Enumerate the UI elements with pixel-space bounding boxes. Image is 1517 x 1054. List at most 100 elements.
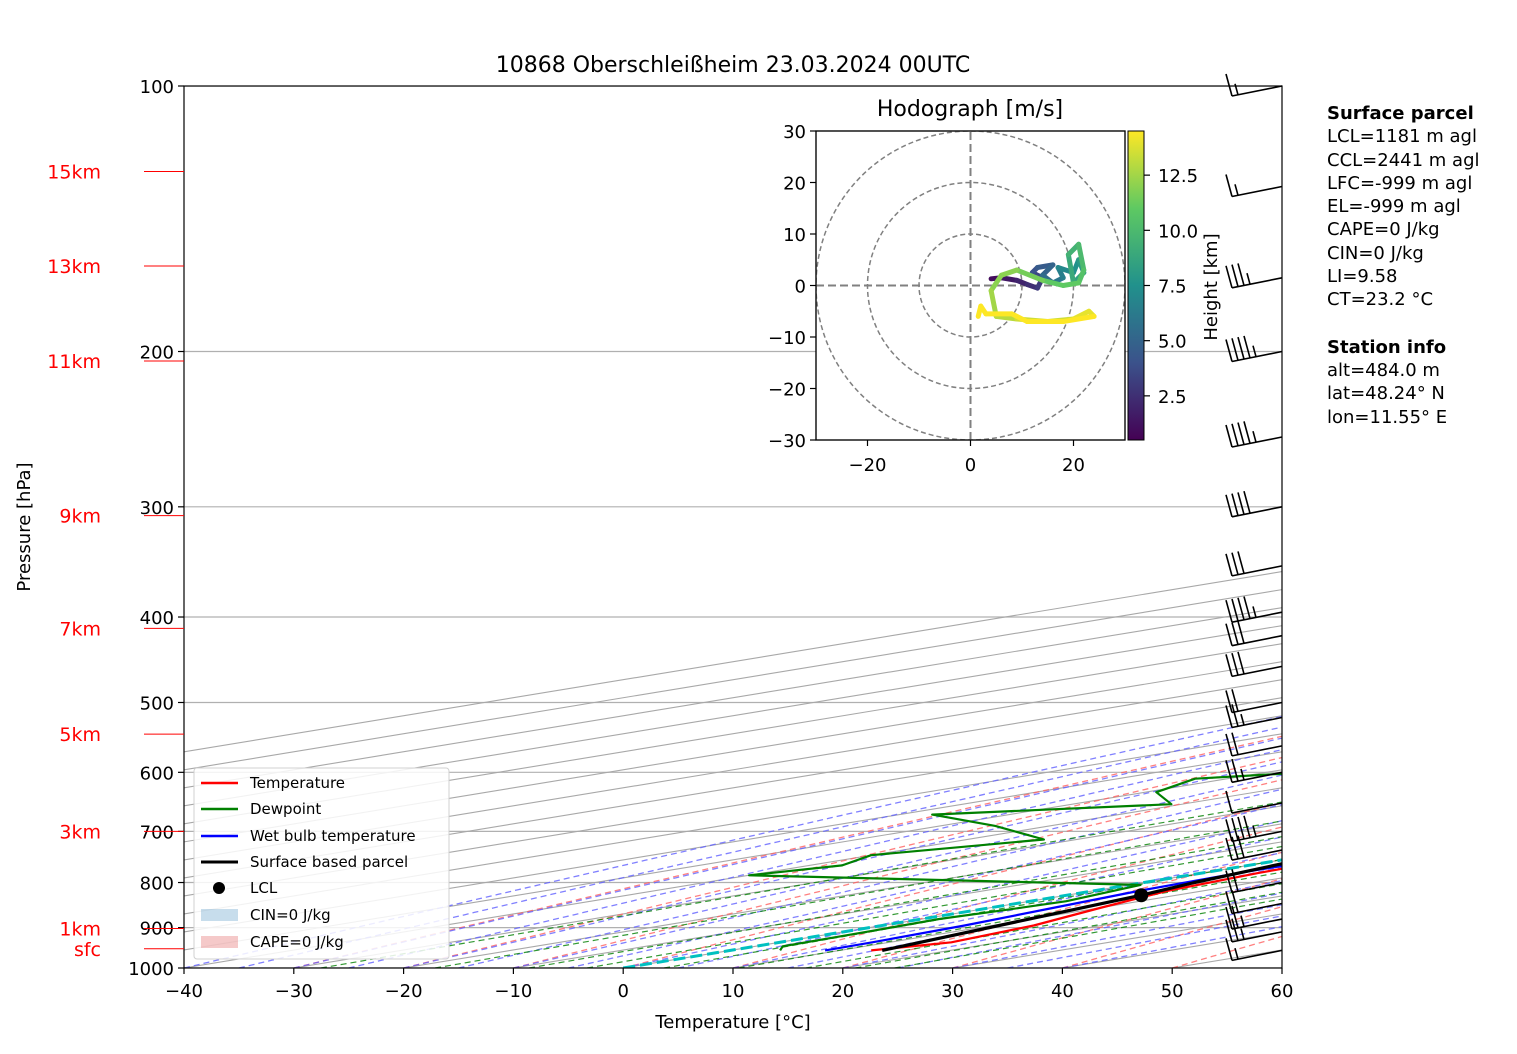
x-tick-label: −20 [385, 981, 423, 1002]
colorbar-tick-label: 2.5 [1158, 387, 1187, 408]
legend-temperature: Temperature [249, 774, 345, 792]
chart-title: 10868 Oberschleißheim 23.03.2024 00UTC [496, 53, 971, 78]
x-tick-label: −30 [275, 981, 313, 1002]
hodograph-segment [988, 272, 1004, 294]
height-label: 11km [47, 351, 101, 373]
colorbar-tick-label: 10.0 [1158, 221, 1198, 242]
wind-barb [1225, 732, 1283, 757]
legend-wetbulb: Wet bulb temperature [250, 827, 416, 845]
wind-barb [1225, 335, 1283, 363]
colorbar-tick-label: 5.0 [1158, 332, 1187, 353]
legend-cin-patch [201, 909, 238, 921]
mixing-ratio-line [738, 871, 1282, 968]
hodograph-x-tick-label: 20 [1062, 455, 1085, 476]
hodograph-x-tick-label: −20 [849, 455, 887, 476]
profile-series [748, 772, 1282, 952]
hodograph-y-tick-label: −20 [768, 380, 806, 401]
height-label: 15km [47, 161, 101, 183]
hodograph-y-tick-label: 30 [783, 122, 806, 143]
wind-barb [1225, 835, 1283, 861]
height-label: 5km [59, 724, 101, 746]
station-lat: lat=48.24° N [1327, 383, 1445, 405]
height-label: 3km [59, 821, 101, 843]
moist-adiabat [348, 748, 1282, 968]
mixing-ratio-line [855, 891, 1282, 968]
height-label: 7km [59, 618, 101, 640]
hodograph-segment [998, 267, 1020, 278]
x-tick-label: 60 [1271, 981, 1294, 1002]
hodograph-segment [975, 303, 984, 319]
y-tick-label: 700 [140, 822, 174, 843]
y-tick-label: 1000 [128, 959, 174, 980]
hodograph-segment [993, 313, 1020, 322]
isotherm [293, 805, 1282, 968]
height-label: 1km [59, 918, 101, 940]
mixing-ratio-line [894, 898, 1282, 968]
dry-adiabat [1502, 86, 1517, 968]
station-info-heading: Station info [1327, 336, 1447, 358]
dry-adiabat [623, 802, 1282, 968]
station-lon: lon=11.55° E [1327, 406, 1448, 428]
legend-lcl-marker [213, 882, 225, 894]
parcel-cin: CIN=0 J/kg [1327, 242, 1424, 264]
legend-dewpoint: Dewpoint [250, 800, 321, 818]
dry-adiabat [403, 756, 1282, 968]
colorbar-tick-label: 12.5 [1158, 166, 1198, 187]
moist-adiabat [952, 904, 1282, 968]
colorbar [1127, 130, 1145, 441]
wind-barb [1225, 938, 1283, 962]
wind-barb [1225, 704, 1283, 729]
hodograph-segment [998, 275, 1020, 283]
hodograph-segment [1060, 313, 1097, 325]
parcel-ct: CT=23.2 °C [1327, 289, 1434, 311]
y-tick-label: 800 [140, 874, 174, 895]
hodograph-y-tick-label: −10 [768, 328, 806, 349]
hodograph-segment [1065, 252, 1076, 286]
wind-barb [1225, 869, 1283, 894]
isotherm [184, 751, 1282, 933]
x-axis-label: Temperature [°C] [654, 1012, 810, 1033]
height-label: sfc [74, 939, 101, 961]
mixing-ratio-line [434, 820, 1282, 968]
dry-adiabat [513, 779, 1282, 968]
legend-parcel: Surface based parcel [250, 853, 408, 871]
parcel-cape: CAPE=0 J/kg [1327, 219, 1440, 241]
wind-barb [1225, 918, 1283, 943]
x-tick-label: 40 [1051, 981, 1074, 1002]
wind-barb [1225, 815, 1283, 843]
moist-adiabat [623, 820, 1282, 968]
legend-cin: CIN=0 J/kg [250, 906, 331, 924]
wind-barb [1225, 491, 1283, 518]
hodograph-y-tick-label: 0 [795, 277, 806, 298]
parcel-ccl: CCL=2441 m agl [1327, 149, 1480, 171]
station-alt: alt=484.0 m [1327, 359, 1440, 381]
y-tick-label: 300 [140, 498, 174, 519]
hodograph-y-tick-label: −30 [768, 431, 806, 452]
parcel-lcl: LCL=1181 m agl [1327, 126, 1477, 148]
wind-barb [1225, 790, 1283, 814]
surface-parcel-heading: Surface parcel [1327, 103, 1474, 124]
hodograph-segment [1060, 280, 1082, 288]
wind-barbs [1225, 73, 1283, 962]
parcel-li: LI=9.58 [1327, 266, 1398, 288]
axes: −40 −30 −20 −10 0 10 20 30 40 50 60100200300400500… [47, 77, 1293, 1002]
wind-barb [1225, 758, 1283, 784]
legend-cape: CAPE=0 J/kg [250, 933, 344, 951]
y-tick-label: 400 [140, 608, 174, 629]
colorbar-tick-label: 7.5 [1158, 277, 1187, 298]
isotherm [184, 787, 1282, 968]
lcl-marker [1134, 888, 1149, 903]
parcel-info-panel: Surface parcel LCL=1181 m agl CCL=2441 m… [1327, 102, 1480, 429]
hodograph-y-tick-label: 10 [783, 225, 806, 246]
legend-cape-patch [201, 936, 238, 948]
height-label: 9km [59, 506, 101, 528]
hodograph-title: Hodograph [m/s] [877, 97, 1063, 122]
wind-barb [1225, 174, 1283, 198]
hodograph-segment [1014, 267, 1046, 283]
wind-barb [1225, 421, 1283, 448]
colorbar-label: Height [km] [1201, 233, 1222, 340]
hodograph-background [815, 130, 1126, 441]
wind-barb [1225, 905, 1283, 930]
moist-adiabat [568, 803, 1282, 968]
